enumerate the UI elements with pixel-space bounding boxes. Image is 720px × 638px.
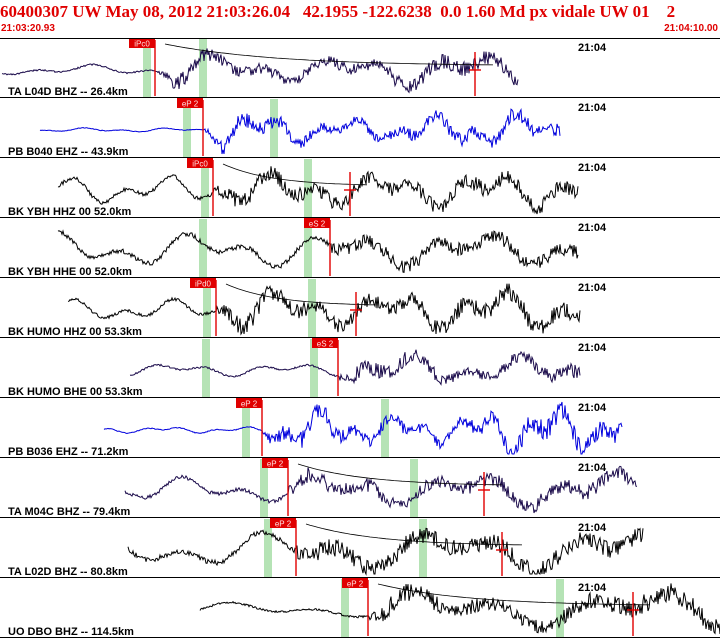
coda-curve: [377, 583, 651, 606]
phase-pick-label: eP 2: [241, 400, 258, 409]
station-channel-label: TA L04D BHZ -- 26.4km: [8, 86, 128, 98]
station-channel-label: UO DBO BHZ -- 114.5km: [8, 626, 134, 638]
event-title: 60400307 UW May 08, 2012 21:03:26.04 42.…: [0, 2, 676, 21]
trace-row[interactable]: iPd0 21:04 BK HUMO HHZ 00 53.3km: [0, 278, 720, 338]
coda-curve: [225, 283, 375, 306]
time-mark-label: 21:04: [578, 162, 607, 174]
trace-row[interactable]: eS 2 21:04 BK YBH HHE 00 52.0km: [0, 218, 720, 278]
waveform: [124, 465, 638, 514]
station-channel-label: BK YBH HHE 00 52.0km: [8, 266, 132, 278]
analysis-window-band: [260, 459, 268, 517]
time-mark-label: 21:04: [578, 462, 607, 474]
phase-pick-label: iPd0: [195, 280, 212, 289]
phase-pick-flag[interactable]: [304, 218, 330, 228]
phase-pick-flag[interactable]: [187, 158, 213, 168]
waveform: [199, 583, 720, 635]
trace-row[interactable]: iPc0 21:04 BK YBH HHZ 00 52.0km: [0, 158, 720, 218]
analysis-window-band: [201, 159, 209, 217]
waveform: [57, 166, 579, 215]
coda-curve: [305, 523, 523, 546]
phase-pick-flag[interactable]: [129, 38, 155, 48]
phase-pick-flag[interactable]: [177, 98, 203, 108]
phase-pick-flag[interactable]: [342, 578, 368, 588]
station-channel-label: BK YBH HHZ 00 52.0km: [8, 206, 132, 218]
phase-pick-flag[interactable]: [236, 398, 262, 408]
phase-pick-label: eP 2: [275, 520, 292, 529]
phase-pick-label: eS 2: [309, 220, 326, 229]
station-channel-label: BK HUMO BHE 00 53.3km: [8, 386, 143, 398]
phase-pick-flag[interactable]: [262, 458, 288, 468]
station-channel-label: BK HUMO HHZ 00 53.3km: [8, 326, 142, 338]
analysis-window-band: [203, 279, 211, 337]
waveform: [57, 229, 579, 274]
phase-pick-label: iPc0: [134, 40, 150, 49]
time-mark-label: 21:04: [578, 342, 607, 354]
analysis-window-band: [310, 339, 318, 397]
station-channel-label: TA M04C BHZ -- 79.4km: [8, 506, 130, 518]
window-start-time: 21:03:20.93: [1, 23, 55, 34]
window-end-time: 21:04:10.00: [664, 23, 718, 34]
phase-pick-flag[interactable]: [270, 518, 296, 528]
analysis-window-band: [304, 219, 312, 277]
time-mark-label: 21:04: [578, 42, 607, 54]
analysis-window-band: [143, 39, 151, 97]
analysis-window-band: [341, 579, 349, 637]
waveform: [129, 349, 581, 386]
trace-row[interactable]: eP 2 21:04 PB B040 EHZ -- 43.9km: [0, 98, 720, 158]
time-mark-label: 21:04: [578, 282, 607, 294]
station-channel-label: PB B036 EHZ -- 71.2km: [8, 446, 129, 458]
analysis-window-band: [308, 279, 316, 337]
time-mark-label: 21:04: [578, 102, 607, 114]
trace-row[interactable]: eP 2 21:04 TA M04C BHZ -- 79.4km: [0, 458, 720, 518]
waveform: [67, 283, 581, 336]
analysis-window-band: [556, 579, 564, 637]
station-channel-label: PB B040 EHZ -- 43.9km: [8, 146, 129, 158]
analysis-window-band: [419, 519, 427, 577]
phase-pick-label: iPc0: [192, 160, 208, 169]
trace-row[interactable]: eS 2 21:04 BK HUMO BHE 00 53.3km: [0, 338, 720, 398]
seismogram-panel[interactable]: iPc0 21:04 TA L04D BHZ -- 26.4km eP 2 21:04 P…: [0, 38, 720, 638]
analysis-window-band: [410, 459, 418, 517]
phase-pick-label: eP 2: [347, 580, 364, 589]
waveform: [127, 527, 644, 576]
analysis-window-band: [242, 399, 250, 457]
phase-pick-flag[interactable]: [190, 278, 216, 288]
waveform: [103, 401, 623, 455]
analysis-window-band: [202, 339, 210, 397]
trace-row[interactable]: eP 2 21:04 UO DBO BHZ -- 114.5km: [0, 578, 720, 638]
coda-curve: [222, 163, 368, 186]
time-mark-label: 21:04: [578, 582, 607, 594]
analysis-window-band: [199, 219, 207, 277]
analysis-window-band: [381, 399, 389, 457]
event-header: 60400307 UW May 08, 2012 21:03:26.04 42.…: [0, 0, 720, 38]
time-mark-label: 21:04: [578, 402, 607, 414]
analysis-window-band: [183, 99, 191, 157]
phase-pick-label: eS 2: [317, 340, 334, 349]
phase-pick-label: eP 2: [267, 460, 284, 469]
trace-row[interactable]: eP 2 21:04 TA L02D BHZ -- 80.8km: [0, 518, 720, 578]
trace-row[interactable]: iPc0 21:04 TA L04D BHZ -- 26.4km: [0, 38, 720, 98]
station-channel-label: TA L02D BHZ -- 80.8km: [8, 566, 128, 578]
trace-row[interactable]: eP 2 21:04 PB B036 EHZ -- 71.2km: [0, 398, 720, 458]
phase-pick-flag[interactable]: [312, 338, 338, 348]
coda-curve: [164, 43, 494, 66]
waveform: [39, 107, 561, 155]
phase-pick-label: eP 2: [182, 100, 199, 109]
waveform: [1, 48, 519, 94]
time-mark-label: 21:04: [578, 522, 607, 534]
analysis-window-band: [264, 519, 272, 577]
analysis-window-band: [199, 39, 207, 97]
analysis-window-band: [270, 99, 278, 157]
time-mark-label: 21:04: [578, 222, 607, 234]
coda-curve: [297, 463, 503, 486]
